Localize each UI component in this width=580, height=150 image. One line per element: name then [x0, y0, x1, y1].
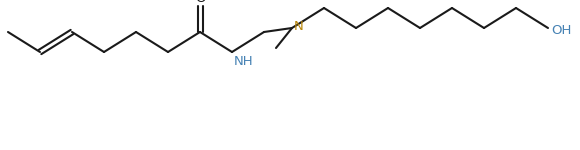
Text: O: O — [196, 0, 206, 5]
Text: OH: OH — [551, 24, 571, 36]
Text: NH: NH — [234, 55, 253, 68]
Text: N: N — [294, 21, 304, 33]
